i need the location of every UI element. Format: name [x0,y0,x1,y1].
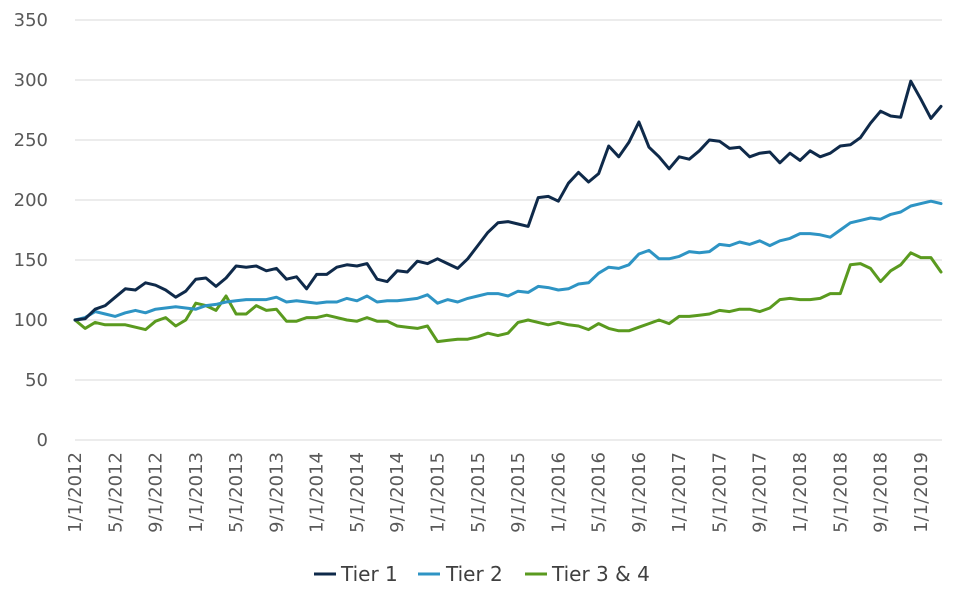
y-tick-label: 100 [14,310,48,331]
x-tick-label: 9/1/2013 [266,452,287,533]
series-line [73,79,943,322]
x-tick-label: 5/1/2016 [589,452,610,533]
x-tick-label: 5/1/2013 [226,452,247,533]
x-tick-label: 5/1/2017 [709,452,730,533]
x-tick-label: 1/1/2015 [428,452,449,533]
x-tick-label: 1/1/2017 [669,452,690,533]
x-tick-label: 9/1/2014 [387,452,408,533]
y-tick-label: 0 [37,430,48,451]
y-tick-label: 200 [14,190,48,211]
legend-item: Tier 1 [314,562,398,586]
x-tick-label: 5/1/2014 [347,452,368,533]
x-tick-label: 1/1/2018 [790,452,811,533]
x-tick-label: 9/1/2015 [508,452,529,533]
series-tier-1 [73,79,943,322]
y-tick-label: 350 [14,10,48,31]
legend-item: Tier 3 & 4 [525,562,650,586]
series-line [73,199,943,322]
x-axis-ticks: 1/1/2012 5/1/2012 9/1/2012 1/1/2013 5/1/2013… [65,452,932,533]
series-tier-2 [73,199,943,322]
series-lines [73,79,943,344]
x-tick-label: 9/1/2017 [750,452,771,533]
x-tick-label: 1/1/2012 [65,452,86,533]
legend-label: Tier 3 & 4 [551,562,650,586]
y-axis-ticks: 0 50 100 150 200 250 300 350 [14,10,48,451]
x-tick-label: 5/1/2018 [830,452,851,533]
x-tick-label: 5/1/2015 [468,452,489,533]
y-tick-label: 250 [14,130,48,151]
y-tick-label: 50 [25,370,48,391]
x-tick-label: 1/1/2014 [307,452,328,533]
gridlines [75,19,942,441]
legend: Tier 1 Tier 2 Tier 3 & 4 [314,562,650,586]
x-tick-label: 9/1/2016 [629,452,650,533]
x-tick-label: 1/1/2019 [911,452,932,533]
x-tick-label: 5/1/2012 [105,452,126,533]
y-tick-label: 150 [14,250,48,271]
legend-label: Tier 2 [445,562,503,586]
x-tick-label: 9/1/2012 [146,452,167,533]
legend-label: Tier 1 [340,562,398,586]
series-tier-3-4 [73,251,943,344]
x-tick-label: 1/1/2013 [186,452,207,533]
x-tick-label: 9/1/2018 [871,452,892,533]
x-tick-label: 1/1/2016 [548,452,569,533]
y-tick-label: 300 [14,70,48,91]
legend-item: Tier 2 [418,562,503,586]
